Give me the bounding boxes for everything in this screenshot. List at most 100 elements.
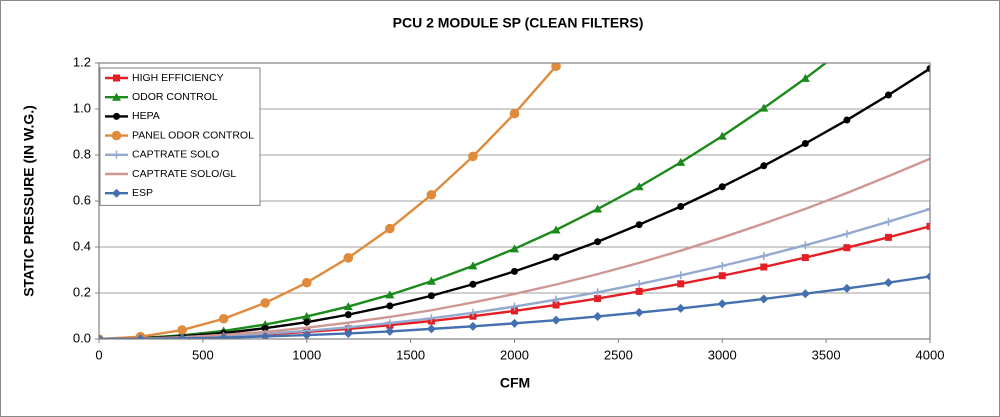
x-tick-label: 0	[95, 347, 102, 362]
point	[842, 283, 852, 293]
point	[344, 311, 352, 319]
point	[593, 311, 603, 321]
point	[717, 299, 727, 309]
point	[99, 334, 104, 339]
point	[634, 182, 644, 191]
point	[468, 308, 477, 317]
point	[218, 313, 229, 324]
point	[552, 301, 560, 309]
point	[926, 65, 930, 73]
point	[510, 302, 519, 311]
point	[303, 318, 311, 326]
point	[510, 244, 519, 253]
point	[385, 290, 395, 299]
point	[302, 330, 312, 339]
point	[261, 324, 269, 332]
legend-label: ESP	[132, 187, 153, 199]
point	[926, 205, 930, 214]
point	[552, 295, 561, 304]
point	[112, 188, 121, 198]
series-line	[99, 65, 557, 339]
point	[593, 288, 602, 297]
point	[426, 189, 437, 200]
point	[427, 314, 436, 323]
point	[509, 108, 520, 119]
point	[594, 295, 602, 303]
point	[112, 150, 121, 159]
y-tick-label: 0.8	[73, 146, 91, 161]
point	[635, 221, 643, 229]
point	[759, 103, 769, 112]
point	[842, 229, 851, 238]
legend: HIGH EFFICIENCY ODOR CONTROL HEPA PANEL ODO…	[99, 67, 261, 206]
plot-border	[98, 62, 931, 340]
point	[676, 157, 686, 166]
point	[635, 287, 643, 295]
point	[717, 131, 727, 140]
point	[884, 217, 893, 226]
point	[111, 130, 122, 141]
point	[551, 225, 561, 234]
point	[260, 298, 271, 308]
point	[676, 271, 685, 280]
point	[884, 91, 892, 99]
point	[718, 261, 727, 270]
point	[926, 222, 930, 230]
x-tick-label: 2000	[500, 347, 529, 362]
point	[677, 203, 685, 211]
point	[343, 302, 353, 311]
point	[426, 324, 436, 334]
point	[925, 271, 930, 281]
point	[112, 92, 121, 101]
series-line	[99, 157, 930, 339]
legend-label: ODOR CONTROL	[132, 91, 218, 103]
point	[843, 116, 851, 124]
point	[593, 204, 603, 213]
point	[511, 307, 518, 315]
point	[634, 308, 644, 318]
point	[511, 267, 518, 275]
point	[427, 292, 435, 300]
point	[510, 318, 519, 328]
y-tick-label: 0.6	[73, 192, 91, 207]
point	[468, 261, 478, 270]
point	[883, 278, 893, 288]
point	[801, 140, 809, 147]
legend-label: HEPA	[132, 110, 160, 122]
point	[260, 331, 270, 339]
point	[759, 251, 768, 260]
x-tick-label: 3000	[708, 347, 737, 362]
point	[801, 241, 810, 250]
point	[343, 328, 353, 338]
point	[136, 334, 146, 339]
x-tick-label: 4000	[916, 347, 945, 362]
x-tick-label: 2500	[604, 347, 633, 362]
point	[676, 303, 686, 313]
y-tick-label: 0.0	[73, 330, 91, 345]
point	[677, 280, 685, 288]
point	[718, 183, 726, 191]
point	[884, 233, 892, 241]
y-tick-label: 0.4	[73, 238, 91, 253]
point	[301, 277, 312, 288]
point	[594, 238, 602, 246]
point	[302, 311, 312, 320]
point	[177, 333, 187, 339]
point	[800, 289, 810, 299]
point	[385, 326, 395, 336]
point	[426, 276, 436, 285]
legend-label: CAPTRATE SOLO	[132, 149, 219, 161]
x-tick-label: 1500	[396, 347, 425, 362]
point	[551, 63, 561, 72]
legend-label: CAPTRATE SOLO/GL	[132, 168, 236, 180]
point	[219, 333, 229, 339]
point	[385, 319, 394, 328]
x-tick-label: 500	[192, 347, 214, 362]
point	[759, 294, 769, 304]
point	[843, 244, 851, 252]
point	[113, 74, 120, 82]
x-axis-label: CFM	[500, 375, 530, 391]
point	[760, 162, 768, 170]
point	[385, 223, 395, 234]
